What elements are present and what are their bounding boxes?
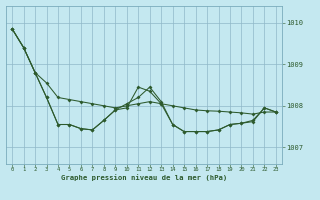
X-axis label: Graphe pression niveau de la mer (hPa): Graphe pression niveau de la mer (hPa) xyxy=(61,174,227,181)
